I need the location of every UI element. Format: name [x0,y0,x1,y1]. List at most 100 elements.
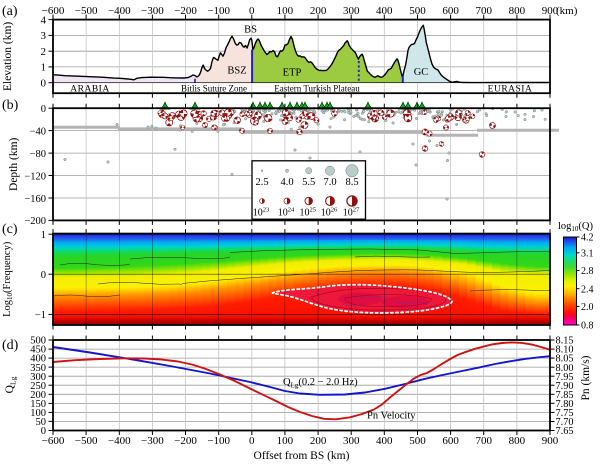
svg-text:−300: −300 [141,435,164,447]
svg-text:3.1: 3.1 [581,248,594,259]
svg-text:(d): (d) [2,338,19,353]
svg-text:−500: −500 [75,435,98,447]
svg-text:8.15: 8.15 [556,336,574,347]
svg-text:7.70: 7.70 [556,417,574,428]
svg-text:300: 300 [343,5,360,17]
svg-text:EURASIA: EURASIA [488,85,533,95]
svg-text:0: 0 [249,435,255,447]
svg-text:−500: −500 [75,5,98,17]
svg-text:−400: −400 [108,435,131,447]
svg-text:8.05: 8.05 [556,354,574,365]
svg-text:8.5: 8.5 [345,177,358,188]
svg-text:5.5: 5.5 [302,177,315,188]
svg-text:0: 0 [41,78,47,90]
svg-text:2.0: 2.0 [581,302,594,313]
svg-text:7.65: 7.65 [556,426,574,437]
svg-text:700: 700 [475,435,492,447]
svg-text:450: 450 [30,345,46,356]
svg-text:−300: −300 [141,5,164,17]
svg-text:QLg(0.2 − 2.0 Hz): QLg(0.2 − 2.0 Hz) [283,377,358,390]
svg-text:Eastern Turkish Plateau: Eastern Turkish Plateau [274,84,360,94]
svg-text:4.2: 4.2 [581,233,594,244]
svg-text:1: 1 [41,62,47,74]
svg-text:log10(Q): log10(Q) [558,221,594,233]
svg-text:(b): (b) [2,98,19,113]
svg-text:8.00: 8.00 [556,363,574,374]
svg-text:−1: −1 [35,310,46,321]
svg-text:100: 100 [30,408,46,419]
svg-text:−600: −600 [42,5,65,17]
svg-text:4.0: 4.0 [280,177,293,188]
svg-text:800: 800 [509,5,526,17]
svg-text:600: 600 [442,5,459,17]
svg-text:2: 2 [41,46,47,58]
svg-text:800: 800 [509,435,526,447]
svg-text:200: 200 [30,390,46,401]
svg-text:−600: −600 [42,435,65,447]
svg-text:ETP: ETP [283,68,302,79]
svg-text:100: 100 [277,5,294,17]
svg-text:150: 150 [30,399,46,410]
svg-text:250: 250 [30,381,46,392]
svg-text:4: 4 [41,14,47,26]
svg-text:700: 700 [475,5,492,17]
svg-text:500: 500 [409,5,426,17]
svg-text:0: 0 [41,426,46,437]
svg-text:−40: −40 [30,126,46,137]
svg-text:1: 1 [41,230,46,241]
svg-text:7.90: 7.90 [556,381,574,392]
svg-text:(c): (c) [2,222,18,237]
svg-text:7.80: 7.80 [556,399,574,410]
svg-text:600: 600 [442,435,459,447]
svg-text:200: 200 [310,5,327,17]
svg-text:−100: −100 [207,435,230,447]
svg-text:0: 0 [41,270,46,281]
svg-text:300: 300 [30,372,46,383]
svg-text:8.10: 8.10 [556,345,574,356]
svg-text:7.85: 7.85 [556,390,574,401]
svg-text:−80: −80 [30,149,46,160]
svg-text:−200: −200 [174,435,197,447]
svg-text:(a): (a) [2,4,18,19]
svg-text:Log10(Frequency): Log10(Frequency) [2,241,14,317]
svg-text:7.75: 7.75 [556,408,574,419]
svg-text:(km): (km) [556,5,578,17]
svg-text:−120: −120 [24,171,46,182]
svg-text:−100: −100 [207,5,230,17]
svg-text:400: 400 [376,5,393,17]
svg-text:400: 400 [376,435,393,447]
svg-text:Elevation (km): Elevation (km) [2,22,14,91]
svg-text:300: 300 [343,435,360,447]
svg-text:0: 0 [249,5,255,17]
svg-text:−200: −200 [24,216,46,227]
svg-text:Bitlis Suture Zone: Bitlis Suture Zone [181,84,247,94]
svg-text:2.8: 2.8 [581,266,594,277]
svg-text:2.5: 2.5 [255,177,268,188]
svg-text:400: 400 [30,354,46,365]
svg-text:900: 900 [542,435,559,447]
svg-text:−400: −400 [108,5,131,17]
svg-text:3: 3 [41,30,47,42]
svg-text:Depth (km): Depth (km) [8,137,20,191]
svg-text:0.8: 0.8 [581,321,594,332]
svg-text:−160: −160 [24,194,46,205]
svg-text:500: 500 [30,336,46,347]
svg-text:7.0: 7.0 [323,177,336,188]
svg-text:0: 0 [41,104,46,115]
svg-text:−200: −200 [174,5,197,17]
svg-text:Offset from BS (km): Offset from BS (km) [254,450,350,462]
svg-text:500: 500 [409,435,426,447]
svg-text:350: 350 [30,363,46,374]
svg-text:BS: BS [244,25,257,36]
svg-text:GC: GC [414,67,429,78]
svg-text:2.4: 2.4 [581,284,594,295]
svg-text:50: 50 [36,417,47,428]
svg-text:ARABIA: ARABIA [70,85,109,95]
svg-text:100: 100 [277,435,294,447]
svg-text:7.95: 7.95 [556,372,574,383]
svg-text:Pn (km/s): Pn (km/s) [580,355,592,400]
svg-text:BSZ: BSZ [227,66,246,77]
svg-text:900: 900 [542,5,559,17]
svg-text:Pn Velocity: Pn Velocity [367,411,416,422]
svg-text:200: 200 [310,435,327,447]
